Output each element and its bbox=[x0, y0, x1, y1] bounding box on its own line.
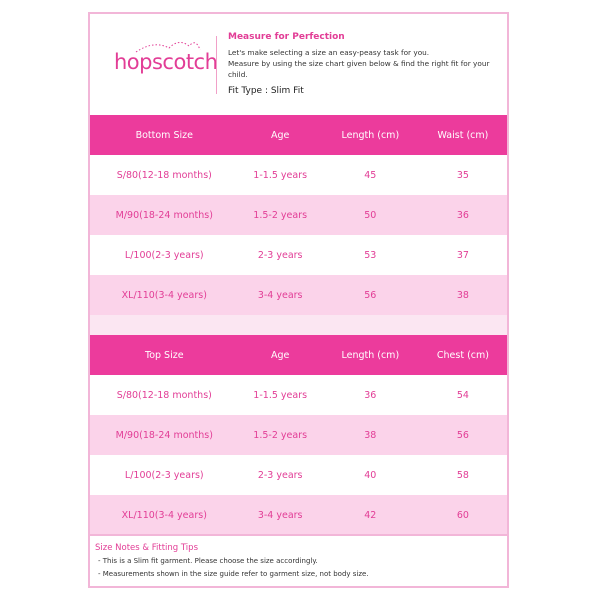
table-cell: 54 bbox=[456, 389, 469, 401]
fit-type: Fit Type : Slim Fit bbox=[228, 86, 304, 96]
table-cell: S/80(12-18 months) bbox=[116, 389, 212, 401]
bottom-size-table: Bottom Size Age Length (cm) Waist (cm) S/80(… bbox=[90, 115, 507, 315]
table-cell: M/90(18-24 months) bbox=[115, 209, 213, 221]
table-cell: 56 bbox=[364, 289, 377, 301]
table-row: L/100(2-3 years) 2-3 years 40 58 bbox=[90, 455, 507, 495]
table-row: M/90(18-24 months) 1.5-2 years 38 56 bbox=[90, 415, 507, 455]
column-header: Age bbox=[270, 129, 290, 141]
table-cell: 1-1.5 years bbox=[253, 389, 308, 401]
table-cell: 2-3 years bbox=[257, 469, 303, 481]
table-cell: 36 bbox=[456, 209, 469, 221]
table-header: Bottom Size Age Length (cm) Waist (cm) bbox=[90, 115, 507, 155]
table-cell: 58 bbox=[456, 469, 469, 481]
intro-title: Measure for Perfection bbox=[228, 32, 345, 42]
table-cell: 42 bbox=[364, 509, 377, 521]
intro-line: Measure by using the size chart given be… bbox=[228, 59, 490, 79]
table-row: XL/110(3-4 years) 3-4 years 56 38 bbox=[90, 275, 507, 315]
table-cell: M/90(18-24 months) bbox=[115, 429, 213, 441]
top-size-table: Top Size Age Length (cm) Chest (cm) S/80(12-… bbox=[90, 335, 507, 535]
notes-title: Size Notes & Fitting Tips bbox=[95, 543, 198, 553]
table-cell: 53 bbox=[364, 249, 377, 261]
table-row: L/100(2-3 years) 2-3 years 53 37 bbox=[90, 235, 507, 275]
table-cell: 38 bbox=[364, 429, 377, 441]
table-row: M/90(18-24 months) 1.5-2 years 50 36 bbox=[90, 195, 507, 235]
table-cell: 3-4 years bbox=[257, 509, 303, 521]
table-cell: 1-1.5 years bbox=[253, 169, 308, 181]
table-cell: 37 bbox=[456, 249, 469, 261]
note-item: - Measurements shown in the size guide r… bbox=[98, 570, 369, 578]
column-header: Top Size bbox=[145, 349, 184, 361]
note-item: - This is a Slim fit garment. Please cho… bbox=[98, 557, 318, 565]
column-header: Bottom Size bbox=[135, 129, 193, 141]
table-cell: 40 bbox=[364, 469, 377, 481]
table-row: XL/110(3-4 years) 3-4 years 42 60 bbox=[90, 495, 507, 535]
table-cell: 1.5-2 years bbox=[253, 209, 308, 221]
table-cell: S/80(12-18 months) bbox=[116, 169, 212, 181]
divider bbox=[216, 36, 217, 94]
table-cell: 36 bbox=[364, 389, 377, 401]
table-cell: 50 bbox=[364, 209, 377, 221]
table-row: S/80(12-18 months) 1-1.5 years 36 54 bbox=[90, 375, 507, 415]
table-cell: L/100(2-3 years) bbox=[124, 469, 204, 481]
table-cell: XL/110(3-4 years) bbox=[121, 509, 207, 521]
table-cell: 60 bbox=[456, 509, 469, 521]
table-cell: L/100(2-3 years) bbox=[124, 249, 204, 261]
intro-line: Let's make selecting a size an easy-peas… bbox=[228, 48, 430, 57]
table-cell: 1.5-2 years bbox=[253, 429, 308, 441]
column-header: Length (cm) bbox=[341, 129, 400, 141]
size-notes: Size Notes & Fitting Tips - This is a Sl… bbox=[90, 534, 507, 590]
size-chart: hopscotch Measure for Perfection Let's m… bbox=[88, 12, 509, 588]
table-cell: XL/110(3-4 years) bbox=[121, 289, 207, 301]
column-header: Waist (cm) bbox=[437, 129, 489, 141]
table-cell: 56 bbox=[456, 429, 469, 441]
dotted-hop-icon bbox=[135, 42, 201, 53]
table-cell: 35 bbox=[456, 169, 469, 181]
table-cell: 38 bbox=[456, 289, 469, 301]
table-gap bbox=[90, 315, 507, 335]
table-row: S/80(12-18 months) 1-1.5 years 45 35 bbox=[90, 155, 507, 195]
hopscotch-logo: hopscotch bbox=[114, 42, 218, 74]
header: hopscotch Measure for Perfection Let's m… bbox=[90, 14, 507, 115]
table-cell: 45 bbox=[364, 169, 377, 181]
table-header: Top Size Age Length (cm) Chest (cm) bbox=[90, 335, 507, 375]
table-cell: 3-4 years bbox=[257, 289, 303, 301]
column-header: Age bbox=[270, 349, 290, 361]
column-header: Length (cm) bbox=[341, 349, 400, 361]
table-cell: 2-3 years bbox=[257, 249, 303, 261]
column-header: Chest (cm) bbox=[436, 349, 489, 361]
